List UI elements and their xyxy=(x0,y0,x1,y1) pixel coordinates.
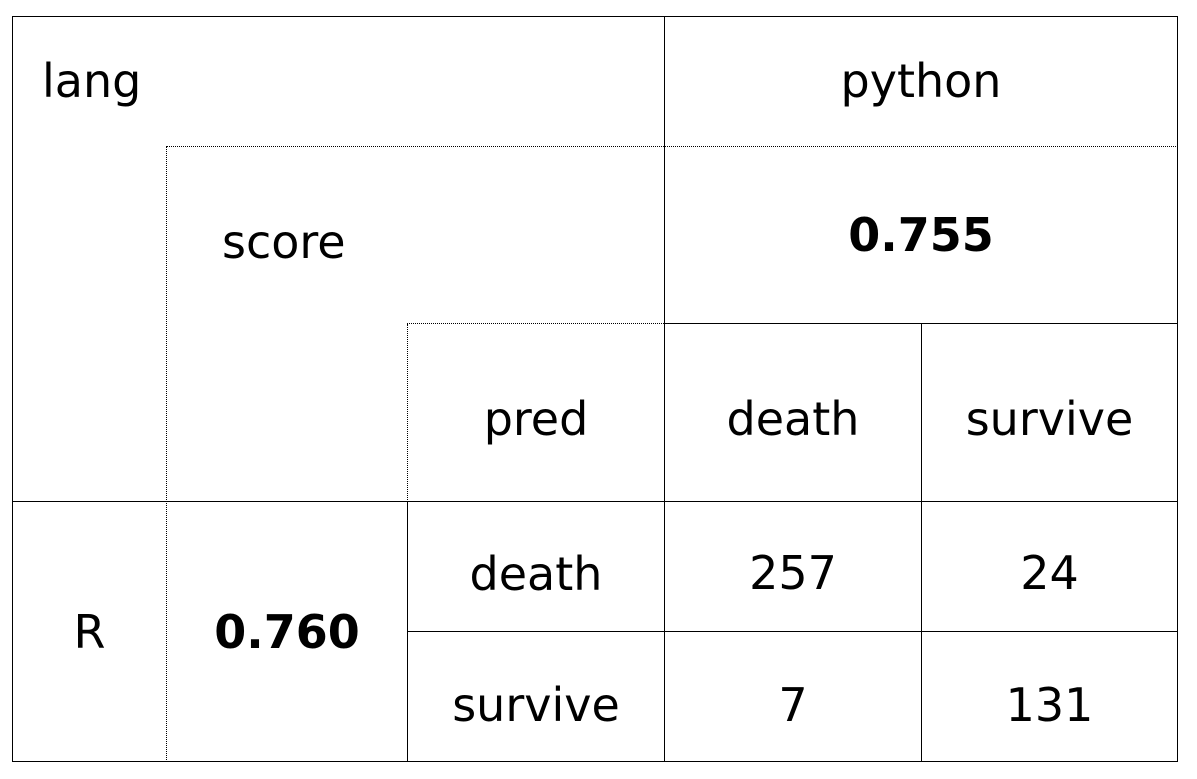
divider-pred-columns xyxy=(921,324,922,762)
pred-column-survive: survive xyxy=(965,392,1134,446)
divider-pred-label-dotted xyxy=(407,324,408,502)
r-score-value: 0.760 xyxy=(214,605,360,659)
cell-survive-death: 7 xyxy=(778,677,808,732)
corner-label-lang: lang xyxy=(42,54,142,108)
pred-label: pred xyxy=(483,392,589,446)
divider-lang-row-dotted xyxy=(166,146,1178,147)
cell-survive-survive: 131 xyxy=(1005,677,1094,732)
divider-header-body xyxy=(12,501,1178,502)
divider-score-row-dotted xyxy=(407,323,664,324)
divider-score-row xyxy=(664,323,1178,324)
row-label-survive: survive xyxy=(452,677,620,732)
row-lang-r: R xyxy=(73,605,106,659)
column-header-python: python xyxy=(840,54,1002,108)
table-border-right xyxy=(1177,16,1178,762)
pred-column-death: death xyxy=(726,392,860,446)
table-border-left xyxy=(12,16,13,762)
divider-pred-rows xyxy=(407,502,408,762)
cell-death-death: 257 xyxy=(749,546,837,600)
divider-score-column-dotted xyxy=(166,147,167,762)
divider-python-column xyxy=(664,16,665,762)
score-label: score xyxy=(222,215,346,269)
table-border-bottom xyxy=(12,761,1178,762)
cell-death-survive: 24 xyxy=(1020,546,1079,600)
table-border-top xyxy=(12,16,1178,17)
python-score-value: 0.755 xyxy=(848,208,994,262)
divider-data-rows xyxy=(407,631,1178,632)
confusion-table: lang python score 0.755 pred death survi… xyxy=(12,16,1178,762)
row-label-death: death xyxy=(469,547,603,601)
